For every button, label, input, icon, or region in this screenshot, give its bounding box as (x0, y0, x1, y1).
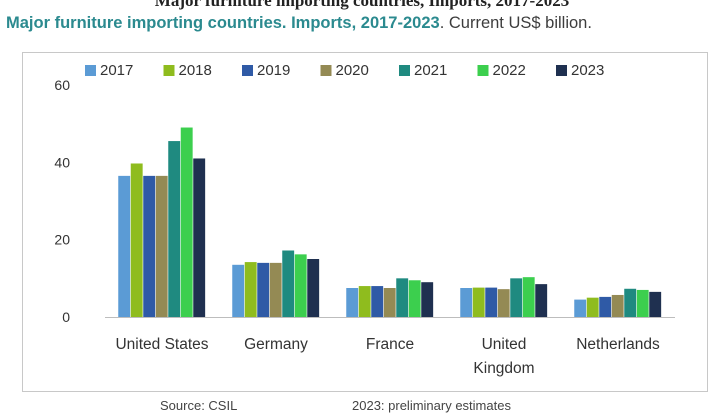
bar (257, 262, 270, 317)
x-tick-label: France (366, 336, 414, 353)
legend-label: 2017 (100, 62, 133, 79)
bar (460, 288, 473, 317)
bar (636, 289, 649, 317)
bar (396, 278, 409, 317)
bar (408, 280, 421, 317)
y-tick-label: 40 (54, 154, 70, 170)
x-tick-label: United States (115, 336, 208, 353)
legend-label: 2019 (257, 62, 290, 79)
bar (358, 286, 371, 317)
bar (193, 158, 206, 317)
preliminary-note: 2023: preliminary estimates (352, 398, 511, 413)
bar (497, 289, 510, 317)
bar (421, 282, 434, 317)
legend-label: 2021 (414, 62, 447, 79)
bar (599, 296, 612, 317)
bar (269, 262, 282, 317)
bar (232, 264, 245, 317)
bar (155, 175, 168, 317)
x-tick-label: Germany (244, 336, 308, 353)
legend-label: 2023 (571, 62, 604, 79)
y-tick-label: 0 (62, 309, 70, 325)
cropped-previous-title: Major furniture importing countries, Imp… (154, 0, 570, 10)
legend-swatch (163, 65, 175, 76)
legend-swatch (320, 65, 332, 76)
legend-label: 2022 (493, 62, 526, 79)
legend-swatch (477, 65, 489, 76)
y-tick-label: 20 (54, 232, 70, 248)
source-note: Source: CSIL (160, 398, 238, 413)
chart-frame: 0 20 40 60 United States Germany France United K… (22, 52, 708, 392)
x-tick-label: United (482, 336, 527, 353)
y-tick-label: 60 (54, 77, 70, 93)
chart-title: Major furniture importing countries. Imp… (6, 14, 592, 33)
legend-swatch (399, 65, 410, 76)
bar (485, 287, 498, 317)
bar (510, 278, 523, 317)
bar (294, 254, 307, 317)
bar (649, 291, 662, 317)
legend-label: 2018 (179, 62, 212, 79)
bar (130, 163, 143, 317)
legend-label: 2020 (336, 62, 369, 79)
bar (282, 250, 295, 317)
x-tick-label: Netherlands (576, 336, 660, 353)
bar (624, 288, 637, 317)
chart-title-main: Major furniture importing countries. Imp… (6, 14, 440, 32)
x-tick-label: Kingdom (473, 360, 534, 377)
bar (346, 288, 359, 317)
bar (307, 259, 320, 317)
bar (383, 288, 396, 317)
legend-swatch (242, 65, 253, 76)
bar (611, 294, 624, 317)
bar (168, 141, 181, 317)
bar (143, 175, 156, 317)
bar (244, 262, 257, 317)
bar (522, 277, 535, 317)
bar (472, 287, 485, 317)
legend-swatch (556, 65, 567, 76)
chart-unit: . Current US$ billion. (439, 14, 592, 32)
bar (586, 297, 599, 317)
legend-swatch (85, 65, 96, 76)
bar (535, 284, 548, 317)
bar (180, 127, 193, 317)
bar (574, 299, 587, 317)
bar (118, 175, 131, 317)
bar (371, 286, 384, 317)
bar-chart: 0 20 40 60 United States Germany France United K… (54, 62, 675, 377)
